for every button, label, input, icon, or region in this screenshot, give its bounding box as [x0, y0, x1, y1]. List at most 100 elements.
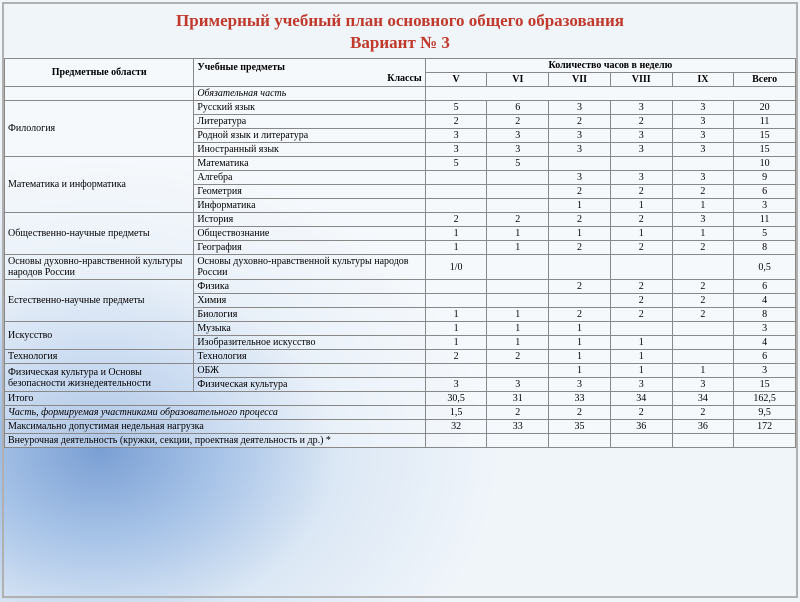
hours-cell	[610, 434, 672, 448]
hours-cell: 3	[549, 101, 611, 115]
hours-cell	[549, 255, 611, 280]
subject-cell: Алгебра	[194, 171, 425, 185]
hours-cell: 1	[425, 241, 487, 255]
hours-cell: 1	[549, 336, 611, 350]
hours-cell: 6	[734, 280, 796, 294]
th-grade-9: IX	[672, 73, 734, 87]
table-row: ФилологияРусский язык5633320	[5, 101, 796, 115]
subject-cell: Обществознание	[194, 227, 425, 241]
hours-cell: 6	[734, 350, 796, 364]
hours-cell: 5	[425, 101, 487, 115]
hours-cell: 3	[610, 129, 672, 143]
hours-cell: 3	[672, 101, 734, 115]
hours-cell: 5	[425, 157, 487, 171]
hours-cell	[425, 434, 487, 448]
hours-cell: 2	[487, 406, 549, 420]
hours-cell	[549, 294, 611, 308]
hours-cell: 2	[549, 241, 611, 255]
hours-cell	[425, 185, 487, 199]
hours-cell	[487, 434, 549, 448]
hours-cell: 8	[734, 308, 796, 322]
hours-cell: 6	[734, 185, 796, 199]
hours-cell: 15	[734, 129, 796, 143]
area-cell: Математика и информатика	[5, 157, 194, 213]
hours-cell: 3	[425, 129, 487, 143]
hours-cell: 3	[734, 199, 796, 213]
title-line-2: Вариант № 3	[350, 33, 450, 52]
hours-cell: 15	[734, 143, 796, 157]
area-cell: Общественно-научные предметы	[5, 213, 194, 255]
area-cell: Естественно-научные предметы	[5, 280, 194, 322]
hours-cell: 33	[549, 392, 611, 406]
table-body: Обязательная частьФилологияРусский язык5…	[5, 87, 796, 448]
hours-cell: 2	[672, 241, 734, 255]
hours-cell	[672, 255, 734, 280]
hours-cell: 2	[549, 280, 611, 294]
hours-cell	[672, 157, 734, 171]
hours-cell: 3	[425, 378, 487, 392]
subject-cell: Иностранный язык	[194, 143, 425, 157]
hours-cell: 3	[487, 143, 549, 157]
hours-cell: 36	[610, 420, 672, 434]
subject-cell: Физика	[194, 280, 425, 294]
subject-cell: Физическая культура	[194, 378, 425, 392]
hours-cell: 1	[610, 350, 672, 364]
hours-cell: 5	[487, 157, 549, 171]
cell	[425, 87, 795, 101]
hours-cell: 1/0	[425, 255, 487, 280]
hours-cell: 3	[672, 115, 734, 129]
subject-cell: Математика	[194, 157, 425, 171]
hours-cell: 2	[610, 294, 672, 308]
hours-cell: 2	[610, 406, 672, 420]
footer-label: Внеурочная деятельность (кружки, секции,…	[5, 434, 426, 448]
hours-cell: 34	[672, 392, 734, 406]
hours-cell	[425, 294, 487, 308]
hours-cell: 1	[549, 350, 611, 364]
hours-cell: 1	[549, 199, 611, 213]
th-area: Предметные области	[5, 59, 194, 87]
hours-cell: 1	[487, 241, 549, 255]
hours-cell	[487, 185, 549, 199]
hours-cell: 1	[425, 322, 487, 336]
area-cell: Физическая культура и Основы безопасност…	[5, 364, 194, 392]
table-row: Общественно-научные предметыИстория22223…	[5, 213, 796, 227]
table-row: Естественно-научные предметыФизика2226	[5, 280, 796, 294]
hours-cell: 1	[549, 227, 611, 241]
hours-cell: 2	[487, 213, 549, 227]
hours-cell	[672, 336, 734, 350]
hours-cell: 2	[549, 115, 611, 129]
hours-cell: 1	[487, 336, 549, 350]
hours-cell: 11	[734, 213, 796, 227]
title-line-1: Примерный учебный план основного общего …	[176, 11, 624, 30]
hours-cell: 0,5	[734, 255, 796, 280]
hours-cell: 1,5	[425, 406, 487, 420]
hours-cell	[610, 255, 672, 280]
hours-cell: 2	[672, 294, 734, 308]
hours-cell: 1	[672, 227, 734, 241]
hours-cell: 9	[734, 171, 796, 185]
subject-cell: ОБЖ	[194, 364, 425, 378]
curriculum-table: Предметные области Учебные предметы Клас…	[4, 58, 796, 448]
footer-row: Часть, формируемая участниками образоват…	[5, 406, 796, 420]
hours-cell: 11	[734, 115, 796, 129]
hours-cell: 1	[425, 308, 487, 322]
hours-cell: 32	[425, 420, 487, 434]
hours-cell	[487, 199, 549, 213]
subject-cell: История	[194, 213, 425, 227]
hours-cell	[672, 434, 734, 448]
hours-cell: 3	[734, 322, 796, 336]
hours-cell: 3	[549, 171, 611, 185]
hours-cell: 1	[487, 308, 549, 322]
hours-cell	[425, 280, 487, 294]
hours-cell	[425, 199, 487, 213]
cell	[5, 87, 194, 101]
hours-cell: 2	[610, 308, 672, 322]
hours-cell: 1	[672, 199, 734, 213]
hours-cell: 10	[734, 157, 796, 171]
hours-cell: 4	[734, 336, 796, 350]
mandatory-section-row: Обязательная часть	[5, 87, 796, 101]
hours-cell	[425, 171, 487, 185]
hours-cell: 2	[549, 213, 611, 227]
hours-cell: 1	[610, 336, 672, 350]
footer-row: Итого30,531333434162,5	[5, 392, 796, 406]
